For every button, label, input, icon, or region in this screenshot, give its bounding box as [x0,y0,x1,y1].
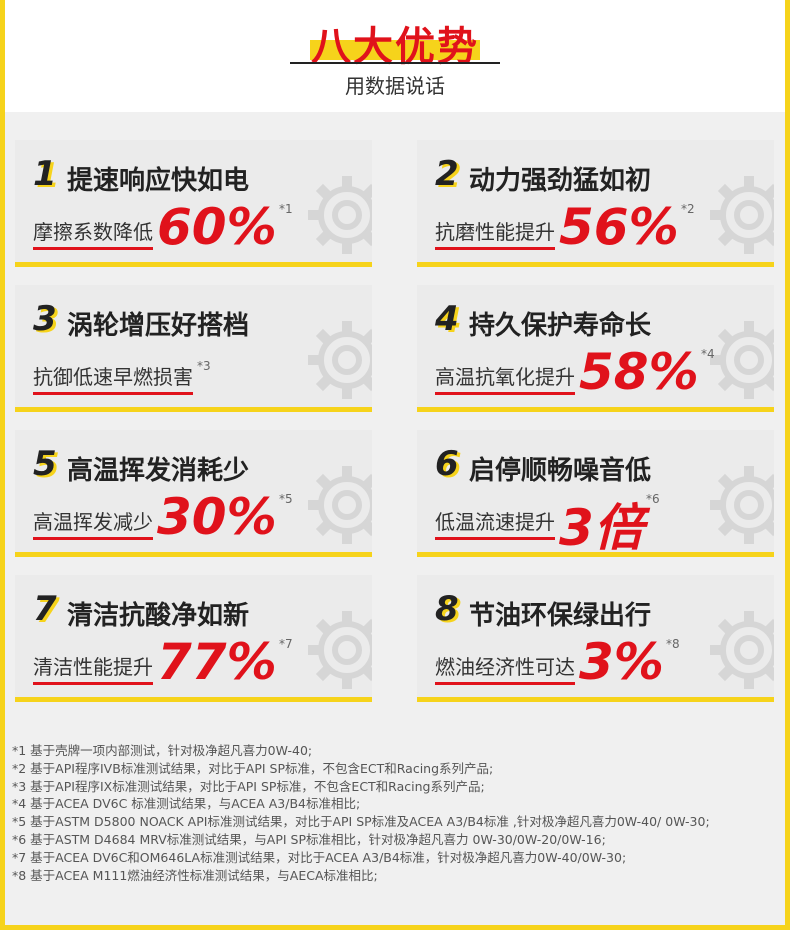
card-value: 60% [157,198,277,256]
card-number: 6 [435,444,459,484]
card-title: 涡轮增压好搭档 [67,311,250,341]
card-value: 58% [579,343,699,401]
card-title: 持久保护寿命长 [469,311,652,341]
card-title: 清洁抗酸净如新 [67,601,250,631]
advantage-card: 7 清洁抗酸净如新清洁性能提升 77% *7 [15,575,372,702]
title-rule [290,62,500,64]
gear-icon [308,466,372,544]
gear-icon [710,611,774,689]
card-note: *5 [279,492,293,506]
card-label: 高温抗氧化提升 [435,361,575,395]
advantage-card: 5 高温挥发消耗少高温挥发减少 30% *5 [15,430,372,557]
footnote: *7 基于ACEA DV6C和OM646LA标准测试结果，对比于ACEA A3/… [12,849,627,865]
card-label: 低温流速提升 [435,506,555,540]
footnotes: *1 基于壳牌一项内部测试，针对极净超凡喜力0W-40; *2 基于API程序IV… [12,742,710,884]
card-value: 30% [157,488,277,546]
advantage-card: 8 节油环保绿出行燃油经济性可达 3% *8 [417,575,774,702]
card-note: *2 [681,202,695,216]
advantage-card: 4 持久保护寿命长高温抗氧化提升 58% *4 [417,285,774,412]
card-label: 抗磨性能提升 [435,216,555,250]
card-note: *7 [279,637,293,651]
card-title: 提速响应快如电 [67,166,250,196]
card-number: 3 [33,299,57,339]
card-number: 1 [33,154,57,194]
advantage-card: 2 动力强劲猛如初抗磨性能提升 56% *2 [417,140,774,267]
gear-icon [308,321,372,399]
card-value: 56% [559,198,679,256]
footnote: *4 基于ACEA DV6C 标准测试结果，与ACEA A3/B4标准相比; [12,796,361,812]
card-note: *6 [646,492,660,506]
footnote: *8 基于ACEA M111燃油经济性标准测试结果，与AECA标准相比; [12,867,378,883]
card-label: 摩擦系数降低 [33,216,153,250]
advantage-card: 6 启停顺畅噪音低低温流速提升 3倍 *6 [417,430,774,557]
card-number: 5 [33,444,57,484]
card-label: 高温挥发减少 [33,506,153,540]
card-title: 高温挥发消耗少 [67,456,250,486]
footnote: *3 基于API程序IX标准测试结果，对比于API SP标准，不包含ECT和Ra… [12,778,485,794]
gear-icon [710,321,774,399]
gear-icon [308,176,372,254]
card-number: 7 [33,589,57,629]
footnote: *1 基于壳牌一项内部测试，针对极净超凡喜力0W-40; [12,743,313,758]
gear-icon [308,611,372,689]
card-note: *3 [197,359,211,373]
card-note: *1 [279,202,293,216]
card-label: 清洁性能提升 [33,651,153,685]
footnote: *2 基于API程序IVB标准测试结果，对比于API SP标准，不包含ECT和R… [12,760,494,776]
footnote: *5 基于ASTM D5800 NOACK API标准测试结果，对比于API S… [12,814,710,830]
card-value: 3% [579,633,664,691]
advantage-card: 1 提速响应快如电摩擦系数降低 60% *1 [15,140,372,267]
card-number: 8 [435,589,459,629]
card-label: 燃油经济性可达 [435,651,575,685]
card-title: 节油环保绿出行 [469,601,652,631]
card-title: 动力强劲猛如初 [469,166,652,196]
card-number: 2 [435,154,459,194]
card-label: 抗御低速早燃损害 [33,361,193,395]
advantage-card: 3 涡轮增压好搭档抗御低速早燃损害 *3 [15,285,372,412]
footnote: *6 基于ASTM D4684 MRV标准测试结果，与API SP标准相比，针对… [12,831,606,847]
card-title: 启停顺畅噪音低 [469,456,652,486]
card-note: *4 [701,347,715,361]
title-highlight [310,40,480,60]
card-value: 77% [157,633,277,691]
card-note: *8 [666,637,680,651]
card-number: 4 [435,299,459,339]
subtitle: 用数据说话 [345,74,445,98]
gear-icon [710,176,774,254]
gear-icon [710,466,774,544]
card-value: 3倍 [559,499,644,557]
